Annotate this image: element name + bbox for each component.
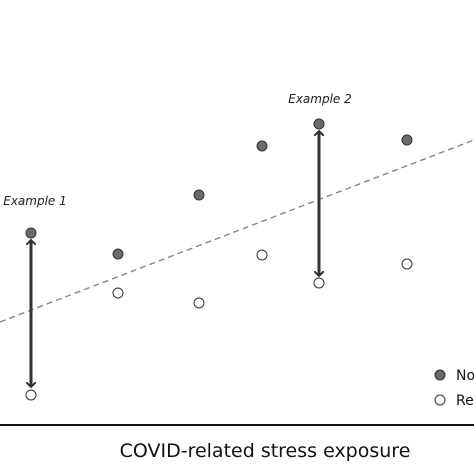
point-res-2 xyxy=(112,287,124,299)
point-res-4 xyxy=(256,249,268,261)
point-no-2 xyxy=(112,248,124,260)
point-res-3 xyxy=(193,297,205,309)
annotation-label-1: Example 1 xyxy=(3,194,67,208)
legend: No Res xyxy=(434,368,474,409)
point-res-5 xyxy=(313,277,325,289)
trend-line xyxy=(0,139,474,323)
point-res-6 xyxy=(401,258,413,270)
legend-label-no: No xyxy=(456,368,474,384)
legend-label-res: Res xyxy=(456,393,474,409)
point-no-6 xyxy=(401,134,413,146)
point-no-4 xyxy=(256,140,268,152)
point-no-1 xyxy=(25,227,37,239)
x-axis-label: COVID-related stress exposure xyxy=(119,440,411,462)
point-res-1 xyxy=(25,389,37,401)
point-no-5 xyxy=(313,118,325,130)
legend-marker-res xyxy=(434,394,446,406)
annotation-label-2: Example 2 xyxy=(288,92,352,106)
point-no-3 xyxy=(193,189,205,201)
legend-marker-no xyxy=(434,369,446,381)
